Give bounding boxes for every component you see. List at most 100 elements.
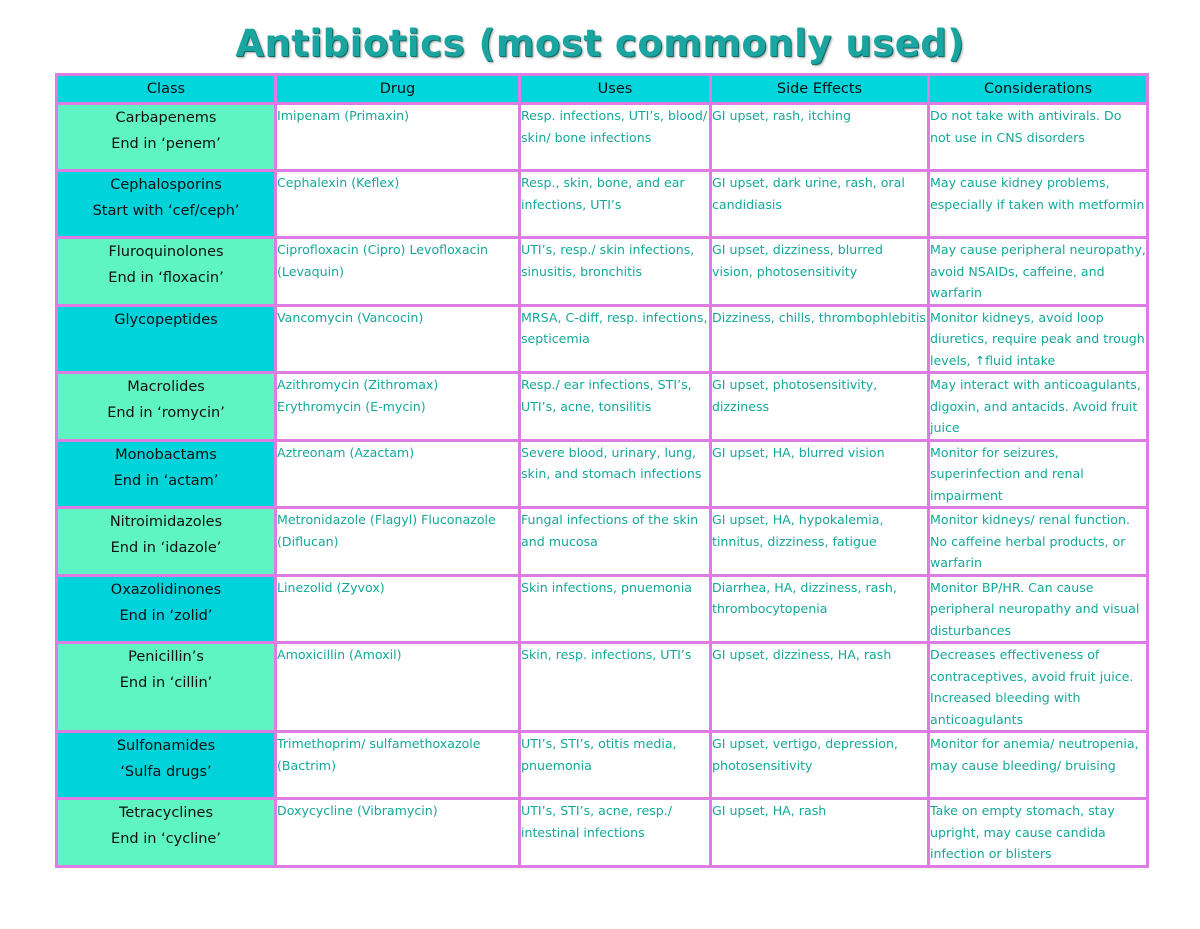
drug-cell: Ciprofloxacin (Cipro) Levofloxacin (Leva… (274, 236, 521, 307)
class-note: End in ‘cycline’ (111, 831, 221, 847)
class-note: End in ‘romycin’ (107, 405, 225, 421)
side-effects-text: GI upset, HA, hypokalemia, tinnitus, diz… (712, 512, 884, 549)
side-effects-cell: GI upset, HA, hypokalemia, tinnitus, diz… (709, 506, 930, 577)
class-name: Glycopeptides (114, 311, 218, 328)
class-note: End in ‘penem’ (111, 136, 221, 152)
class-name: Carbapenems (115, 110, 217, 126)
side-effects-text: GI upset, dizziness, HA, rash (712, 647, 892, 662)
considerations-cell: May cause peripheral neuropathy, avoid N… (927, 236, 1149, 307)
class-cell: Cephalosporins Start with ‘cef/ceph’ (55, 169, 277, 239)
side-effects-text: GI upset, vertigo, depression, photosens… (712, 736, 898, 773)
considerations-text: May cause kidney problems, especially if… (930, 175, 1145, 212)
table-row: Glycopeptides Vancomycin (Vancocin) MRSA… (55, 303, 1149, 374)
class-name: Cephalosporins (110, 177, 222, 193)
uses-cell: Skin, resp. infections, UTI’s (518, 641, 712, 733)
drug-text: Cephalexin (Keflex) (277, 175, 400, 190)
class-cell: Nitroimidazoles End in ‘idazole’ (55, 506, 277, 577)
drug-cell: Imipenam (Primaxin) (274, 102, 521, 172)
uses-text: UTI’s, STI’s, otitis media, pnuemonia (521, 736, 677, 773)
side-effects-text: Diarrhea, HA, dizziness, rash, thrombocy… (712, 579, 897, 617)
considerations-cell: May cause kidney problems, especially if… (927, 169, 1149, 239)
considerations-text: Monitor kidneys, avoid loop diuretics, r… (930, 309, 1145, 368)
considerations-text: Decreases effectiveness of contraceptive… (930, 647, 1134, 727)
considerations-text: Monitor for anemia/ neutropenia, may cau… (930, 736, 1139, 773)
uses-cell: Resp. infections, UTI’s, blood/ skin/ bo… (518, 102, 712, 172)
considerations-cell: May interact with anticoagulants, digoxi… (927, 371, 1149, 442)
side-effects-cell: GI upset, dark urine, rash, oral candidi… (709, 169, 930, 239)
class-note: ‘Sulfa drugs’ (120, 764, 212, 780)
class-cell: Tetracyclines End in ‘cycline’ (55, 797, 277, 868)
side-effects-cell: GI upset, dizziness, blurred vision, pho… (709, 236, 930, 307)
drug-cell: Azithromycin (Zithromax) Erythromycin (E… (274, 371, 521, 442)
drug-cell: Aztreonam (Azactam) (274, 438, 521, 509)
drug-cell: Linezolid (Zyvox) (274, 573, 521, 644)
class-cell: Carbapenems End in ‘penem’ (55, 102, 277, 172)
table-row: Macrolides End in ‘romycin’ Azithromycin… (55, 371, 1149, 442)
drug-text: Imipenam (Primaxin) (277, 108, 409, 123)
side-effects-text: Dizziness, chills, thrombophlebitis (712, 309, 926, 325)
class-cell: Penicillin’s End in ‘cillin’ (55, 641, 277, 733)
considerations-cell: Monitor BP/HR. Can cause peripheral neur… (927, 573, 1149, 644)
header-row: Class Drug Uses Side Effects Considerati… (55, 73, 1149, 105)
considerations-cell: Decreases effectiveness of contraceptive… (927, 641, 1149, 733)
class-note: Start with ‘cef/ceph’ (92, 203, 240, 219)
table-row: Monobactams End in ‘actam’ Aztreonam (Az… (55, 438, 1149, 509)
considerations-text: Monitor for seizures, superinfection and… (930, 444, 1084, 503)
side-effects-cell: Diarrhea, HA, dizziness, rash, thrombocy… (709, 573, 930, 644)
class-name: Sulfonamides (116, 738, 216, 754)
uses-cell: Fungal infections of the skin and mucosa (518, 506, 712, 577)
header-drug: Drug (274, 73, 521, 105)
drug-cell: Cephalexin (Keflex) (274, 169, 521, 239)
uses-cell: Skin infections, pnuemonia (518, 573, 712, 644)
side-effects-text: GI upset, dark urine, rash, oral candidi… (712, 175, 905, 212)
class-note: End in ‘actam’ (113, 472, 219, 489)
table-row: Fluroquinolones End in ‘floxacin’ Ciprof… (55, 236, 1149, 307)
considerations-cell: Monitor for seizures, superinfection and… (927, 438, 1149, 509)
drug-cell: Amoxicillin (Amoxil) (274, 641, 521, 733)
uses-cell: UTI’s, resp./ skin infections, sinusitis… (518, 236, 712, 307)
uses-text: Skin infections, pnuemonia (521, 579, 692, 595)
table-row: Penicillin’s End in ‘cillin’ Amoxicillin… (55, 641, 1149, 733)
uses-text: Severe blood, urinary, lung, skin, and s… (521, 444, 702, 482)
class-note: End in ‘cillin’ (119, 675, 213, 691)
table-row: Cephalosporins Start with ‘cef/ceph’ Cep… (55, 169, 1149, 239)
side-effects-cell: GI upset, photosensitivity, dizziness (709, 371, 930, 442)
uses-cell: UTI’s, STI’s, otitis media, pnuemonia (518, 730, 712, 800)
drug-text: Doxycycline (Vibramycin) (277, 803, 438, 818)
side-effects-cell: GI upset, vertigo, depression, photosens… (709, 730, 930, 800)
side-effects-text: GI upset, dizziness, blurred vision, pho… (712, 242, 883, 279)
side-effects-text: GI upset, HA, blurred vision (712, 444, 885, 460)
uses-text: Resp./ ear infections, STI’s, UTI’s, acn… (521, 377, 692, 414)
drug-cell: Metronidazole (Flagyl) Fluconazole (Difl… (274, 506, 521, 577)
side-effects-text: GI upset, photosensitivity, dizziness (712, 377, 878, 414)
class-name: Nitroimidazoles (109, 514, 223, 530)
drug-text: Aztreonam (Azactam) (277, 444, 415, 460)
side-effects-text: GI upset, rash, itching (712, 108, 851, 123)
drug-text: Amoxicillin (Amoxil) (277, 647, 402, 662)
considerations-text: May interact with anticoagulants, digoxi… (930, 377, 1141, 435)
class-note: End in ‘floxacin’ (108, 270, 224, 286)
considerations-cell: Do not take with antivirals. Do not use … (927, 102, 1149, 172)
considerations-text: Take on empty stomach, stay upright, may… (930, 803, 1115, 861)
class-cell: Macrolides End in ‘romycin’ (55, 371, 277, 442)
class-name: Penicillin’s (128, 649, 204, 665)
side-effects-cell: GI upset, HA, blurred vision (709, 438, 930, 509)
class-cell: Monobactams End in ‘actam’ (55, 438, 277, 509)
side-effects-cell: GI upset, dizziness, HA, rash (709, 641, 930, 733)
uses-text: Fungal infections of the skin and mucosa (521, 512, 699, 549)
considerations-cell: Monitor for anemia/ neutropenia, may cau… (927, 730, 1149, 800)
considerations-cell: Take on empty stomach, stay upright, may… (927, 797, 1149, 868)
table-row: Nitroimidazoles End in ‘idazole’ Metroni… (55, 506, 1149, 577)
side-effects-cell: Dizziness, chills, thrombophlebitis (709, 303, 930, 374)
uses-text: Skin, resp. infections, UTI’s (521, 647, 692, 662)
uses-cell: Resp., skin, bone, and ear infections, U… (518, 169, 712, 239)
uses-cell: UTI’s, STI’s, acne, resp./ intestinal in… (518, 797, 712, 868)
considerations-text: Monitor kidneys/ renal function. No caff… (930, 512, 1130, 570)
class-name: Monobactams (115, 446, 217, 463)
class-cell: Oxazolidinones End in ‘zolid’ (55, 573, 277, 644)
table-row: Tetracyclines End in ‘cycline’ Doxycycli… (55, 797, 1149, 868)
side-effects-cell: GI upset, HA, rash (709, 797, 930, 868)
drug-text: Metronidazole (Flagyl) Fluconazole (Difl… (277, 512, 496, 549)
uses-text: MRSA, C-diff, resp. infections, septicem… (521, 309, 708, 347)
class-cell: Sulfonamides ‘Sulfa drugs’ (55, 730, 277, 800)
